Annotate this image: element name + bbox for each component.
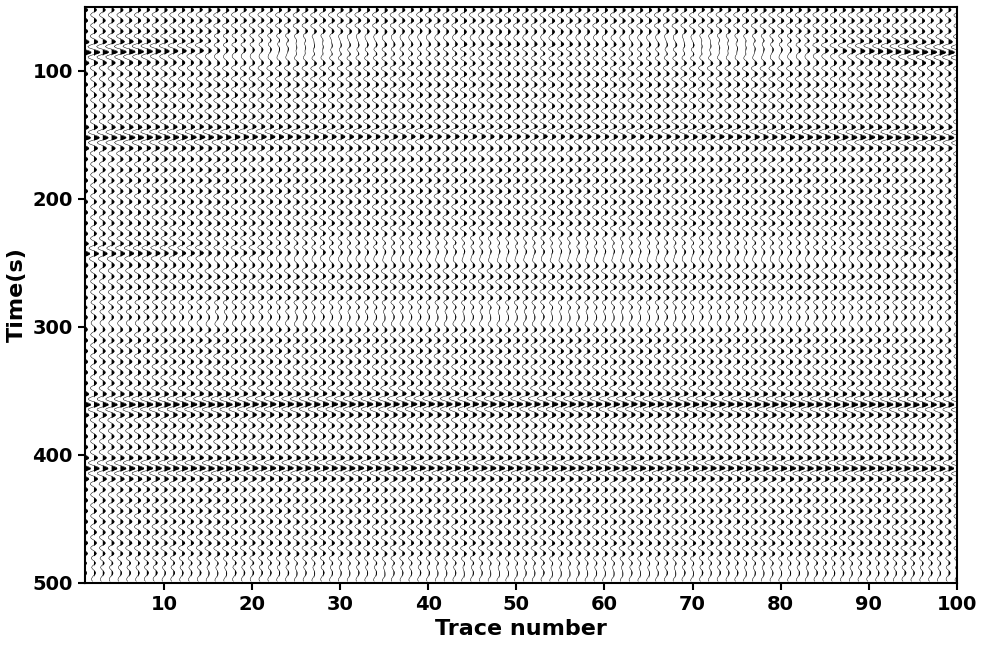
Y-axis label: Time(s): Time(s) xyxy=(7,247,27,342)
X-axis label: Trace number: Trace number xyxy=(435,619,607,639)
